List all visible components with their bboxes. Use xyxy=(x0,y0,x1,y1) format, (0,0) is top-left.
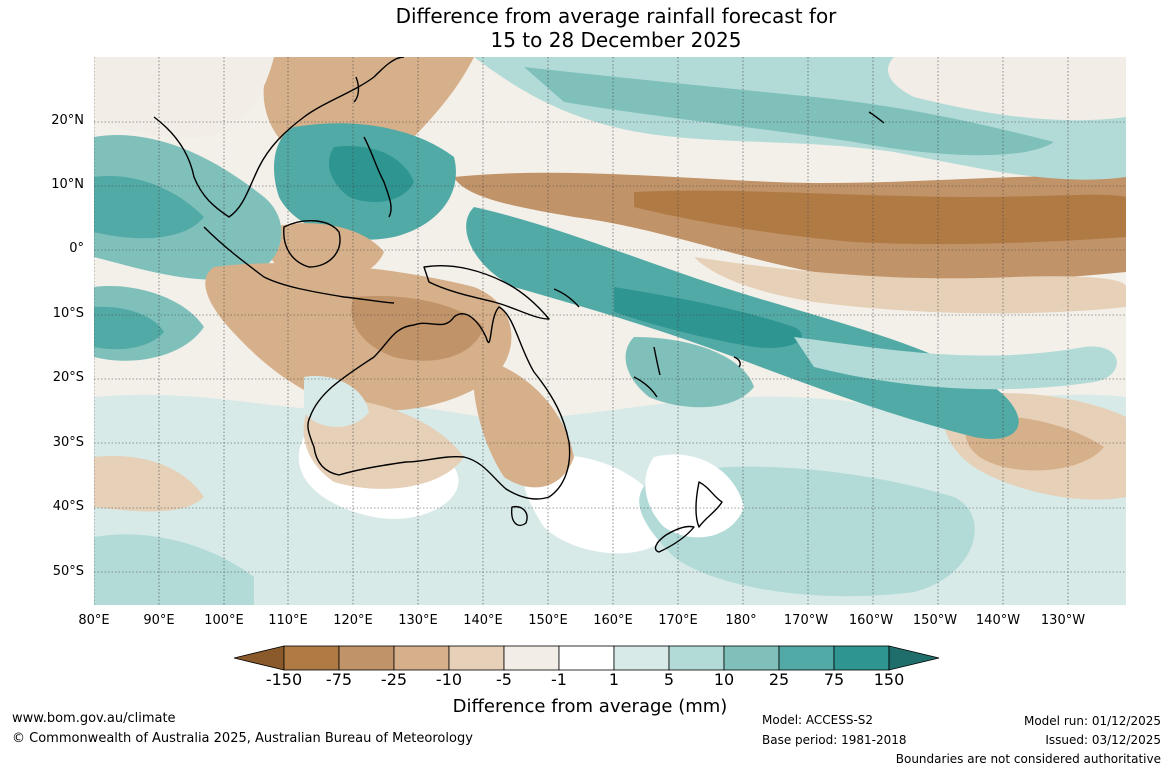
indian-ocean-teal-dark xyxy=(94,176,204,239)
colorbar-bin-3 xyxy=(393,645,450,671)
new-guinea-coastline xyxy=(423,264,550,320)
borneo-coastline xyxy=(283,220,341,268)
colorbar-arrow-right xyxy=(888,645,940,671)
lat-label-10n: 10°N xyxy=(51,177,84,192)
colorbar-tick-6: -1 xyxy=(551,670,567,689)
new-caledonia-coastline xyxy=(633,376,658,398)
philippines-coastline xyxy=(363,136,392,218)
title-line-2: 15 to 28 December 2025 xyxy=(490,28,742,52)
colorbar-bin-6 xyxy=(558,645,615,671)
model-text: Model: ACCESS-S2 xyxy=(762,713,874,727)
lon-label-160w: 160°W xyxy=(848,613,894,628)
colorbar-bin-7 xyxy=(613,645,670,671)
lon-label-160e: 160°E xyxy=(593,613,633,628)
taiwan-coastline xyxy=(353,76,360,103)
lon-label-90e: 90°E xyxy=(143,613,175,628)
colorbar-tick-5: -5 xyxy=(496,670,512,689)
indian-north-white xyxy=(94,57,274,138)
lon-label-130w: 130°W xyxy=(1040,613,1086,628)
colorbar-arrow-left xyxy=(234,645,285,671)
colorbar-bin-8 xyxy=(668,645,725,671)
colorbar-tick-9: 10 xyxy=(713,670,735,689)
tasmania-coastline xyxy=(511,505,528,526)
lon-label-130e: 130°E xyxy=(398,613,438,628)
fiji-coastline xyxy=(733,356,741,368)
map-title: Difference from average rainfall forecas… xyxy=(0,4,1173,52)
colorbar-tick-7: 1 xyxy=(608,670,620,689)
west-indian-teal-south-dark xyxy=(94,306,164,350)
east-australia-brown xyxy=(473,357,574,488)
north-pacific-white xyxy=(888,57,1126,121)
lon-label-150w: 150°W xyxy=(912,613,958,628)
spcz-teal-dark xyxy=(614,287,802,348)
nz-north-coastline xyxy=(695,481,723,528)
colorbar-bin-2 xyxy=(338,645,395,671)
lat-label-30s: 30°S xyxy=(52,435,84,450)
lat-label-50s: 50°S xyxy=(52,564,84,579)
colorbar-tick-8: 5 xyxy=(663,670,675,689)
colorbar-bin-11 xyxy=(833,645,890,671)
equatorial-brown-outer xyxy=(694,257,1126,314)
base-period-text: Base period: 1981-2018 xyxy=(762,733,907,747)
lat-label-0: 0° xyxy=(69,241,84,256)
lon-label-100e: 100°E xyxy=(204,613,244,628)
lon-label-170w: 170°W xyxy=(783,613,829,628)
north-pacific-teal-mid xyxy=(524,67,1054,156)
north-australia-brown xyxy=(205,263,512,411)
australia-coastline xyxy=(307,306,571,500)
colorbar-bin-1 xyxy=(283,645,340,671)
coastlines xyxy=(153,57,885,553)
sw-brown xyxy=(94,456,204,512)
lat-label-20s: 20°S xyxy=(52,370,84,385)
fiji-teal xyxy=(625,337,754,408)
model-run-text: Model run: 01/12/2025 xyxy=(1023,714,1161,728)
colorbar-title: Difference from average (mm) xyxy=(452,696,728,717)
hawaii-coastline xyxy=(868,111,885,124)
colorbar-tick-4: -10 xyxy=(435,670,463,689)
philippines-teal-dark xyxy=(329,146,414,202)
lat-label-40s: 40°S xyxy=(52,499,84,514)
lon-label-140w: 140°W xyxy=(975,613,1021,628)
nz-white xyxy=(645,454,744,538)
colorbar-bin-4 xyxy=(448,645,505,671)
lon-label-110e: 110°E xyxy=(268,613,308,628)
lon-label-170e: 170°E xyxy=(658,613,698,628)
lat-label-10s: 10°S xyxy=(52,306,84,321)
tasman-white xyxy=(523,455,674,554)
colorbar-tick-12: 150 xyxy=(873,670,905,689)
lon-label-180: 180° xyxy=(725,613,757,628)
map-svg xyxy=(94,57,1126,605)
colorbar xyxy=(234,645,940,671)
colorbar-bin-10 xyxy=(778,645,835,671)
issued-text: Issued: 03/12/2025 xyxy=(1045,733,1161,747)
lon-label-120e: 120°E xyxy=(333,613,373,628)
colorbar-tick-2: -75 xyxy=(325,670,353,689)
colorbar-bin-9 xyxy=(723,645,780,671)
equatorial-brown-core xyxy=(634,190,1126,245)
solomons-coastline xyxy=(553,288,580,308)
sw-teal-patch xyxy=(94,534,254,605)
colorbar-tick-11: 75 xyxy=(823,670,845,689)
colorbar-tick-3: -25 xyxy=(380,670,408,689)
title-line-1: Difference from average rainfall forecas… xyxy=(395,4,837,28)
nz-south-coastline xyxy=(654,525,695,553)
colorbar-tick-1: -150 xyxy=(265,670,303,689)
se-asia-coastline xyxy=(153,57,405,218)
disclaimer-text: Boundaries are not considered authoritat… xyxy=(895,752,1161,766)
indonesia-coastline xyxy=(203,226,395,304)
copyright-text: © Commonwealth of Australia 2025, Austra… xyxy=(12,731,473,746)
rainfall-anomaly-map xyxy=(94,57,1126,605)
website-link[interactable]: www.bom.gov.au/climate xyxy=(12,711,176,726)
lon-label-80e: 80°E xyxy=(78,613,110,628)
spcz-outer-light xyxy=(794,337,1117,390)
vanuatu-coastline xyxy=(653,346,661,376)
lat-label-20n: 20°N xyxy=(51,113,84,128)
lon-label-140e: 140°E xyxy=(463,613,503,628)
colorbar-bin-5 xyxy=(503,645,560,671)
colorbar-tick-10: 25 xyxy=(768,670,790,689)
lon-label-150e: 150°E xyxy=(528,613,568,628)
